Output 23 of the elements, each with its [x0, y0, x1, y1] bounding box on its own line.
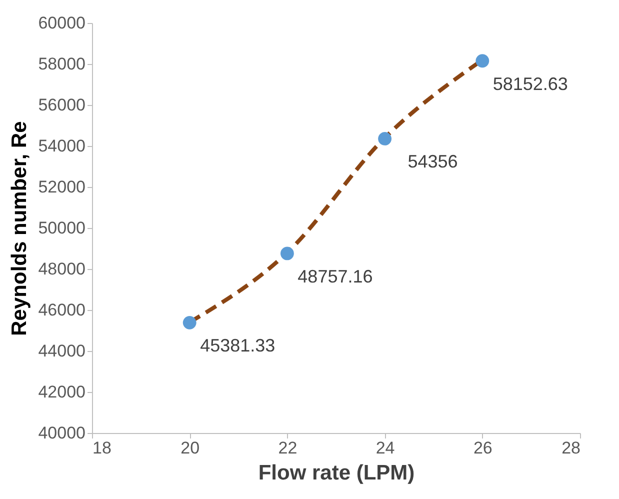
y-tick-label: 48000 — [38, 260, 86, 278]
y-tick-label: 44000 — [38, 342, 86, 360]
y-tick-label: 52000 — [38, 178, 86, 196]
data-label: 54356 — [408, 152, 458, 172]
data-label: 58152.63 — [492, 74, 568, 94]
y-tick-label: 56000 — [38, 96, 86, 114]
y-tick-label: 54000 — [38, 136, 86, 156]
x-axis-title: Flow rate (LPM) — [258, 462, 415, 484]
x-tick-label: 24 — [376, 438, 395, 458]
data-label: 48757.16 — [298, 266, 373, 286]
y-tick-label: 58000 — [38, 54, 86, 74]
y-tick-label: 60000 — [38, 14, 86, 32]
x-tick-label: 28 — [562, 438, 580, 458]
x-tick-label: 22 — [278, 438, 298, 458]
y-tick-label: 40000 — [38, 424, 86, 442]
x-tick-label: 20 — [180, 438, 200, 458]
y-tick-label: 46000 — [38, 300, 86, 320]
data-label: 45381.33 — [200, 336, 276, 356]
y-tick-label: 42000 — [38, 382, 86, 402]
y-tick-label: 50000 — [38, 218, 86, 238]
x-tick-label: 26 — [473, 438, 492, 458]
y-axis-title: Reynolds number, Re — [8, 121, 32, 336]
x-tick-label: 18 — [92, 438, 112, 458]
